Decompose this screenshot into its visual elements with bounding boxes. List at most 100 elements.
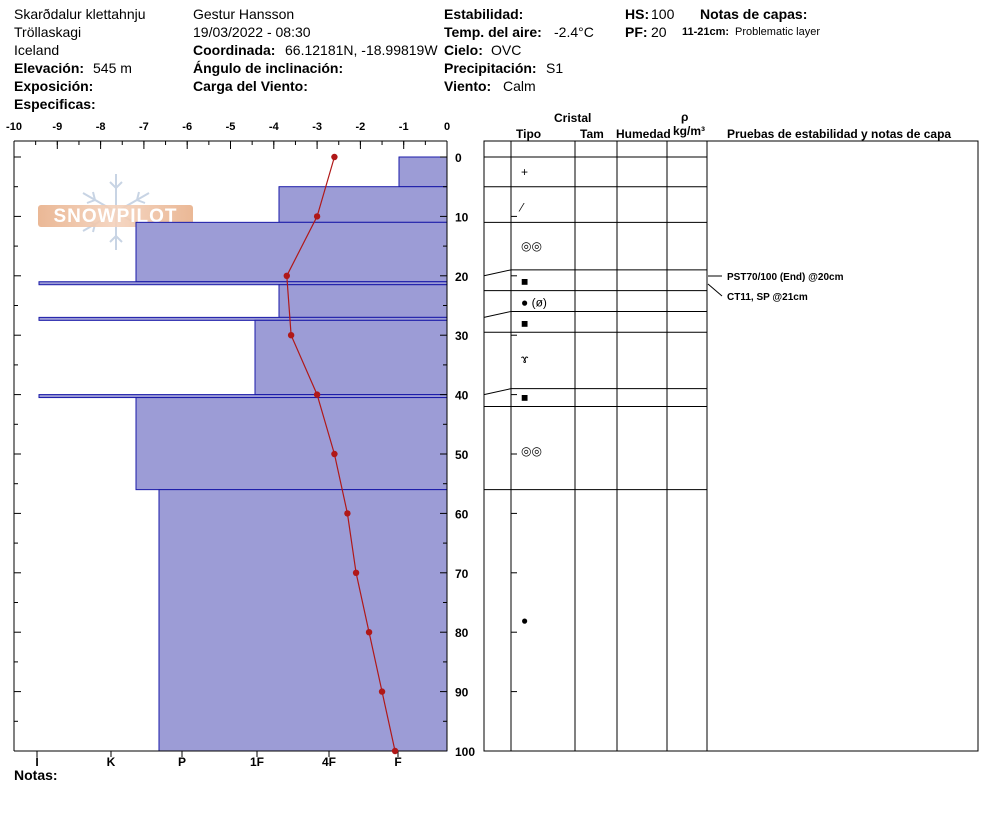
grain-symbol: ■ (521, 275, 528, 289)
temp-tick-label: -9 (52, 121, 62, 133)
col-humedad: Humedad (616, 127, 671, 141)
layer-note-text: Problematic layer (735, 26, 820, 38)
temp-tick-label: -8 (96, 121, 106, 133)
depth-tick-label: 40 (455, 389, 469, 403)
temperature-point (391, 747, 399, 755)
sky-value: OVC (491, 42, 522, 58)
layer-boundary (483, 388, 707, 396)
logo-text: SNOWPILOT (53, 206, 178, 227)
pf-value: 20 (651, 24, 667, 40)
grain-symbol: ⁄ (518, 200, 525, 214)
observer: Gestur Hansson (193, 6, 295, 22)
temp-tick-label: -1 (399, 121, 409, 133)
layer-boundary (483, 310, 707, 318)
pf-label: PF: (625, 24, 648, 40)
col-tam: Tam (580, 127, 604, 141)
col-cristal: Cristal (554, 111, 592, 125)
grain-symbol: ● (ø) (521, 296, 547, 310)
region: Tröllaskagi (14, 24, 82, 40)
hardness-tick-label: 4F (322, 755, 336, 769)
depth-tick-label: 0 (455, 151, 462, 165)
temperature-point (287, 332, 295, 339)
grain-symbol: + (521, 165, 528, 179)
precip-value: S1 (546, 60, 564, 76)
air-temp-label: Temp. del aire: (444, 24, 542, 40)
hardness-layer (398, 156, 448, 188)
depth-tick-label: 60 (455, 507, 469, 521)
grain-symbol: ◎◎ (521, 444, 542, 458)
temp-tick-label: 0 (444, 121, 450, 133)
elevation-value: 545 m (93, 60, 132, 76)
test-pointer (707, 283, 723, 297)
grain-symbol: ● (521, 613, 528, 627)
hardness-layer (254, 319, 448, 396)
hardness-layer (135, 221, 448, 283)
stability-test-label: CT11, SP @21cm (727, 292, 808, 303)
air-temp-value: -2.4°C (554, 24, 594, 40)
hardness-tick-label: P (178, 755, 186, 769)
layer-notes-label: Notas de capas: (700, 6, 808, 22)
hardness-layer (135, 397, 448, 491)
temperature-point (331, 153, 338, 161)
temp-tick-label: -5 (226, 121, 236, 133)
temp-tick-label: -3 (312, 121, 322, 133)
hs-value: 100 (651, 6, 675, 22)
snowpilot-logo: SNOWPILOT (38, 172, 193, 252)
hardness-layer (158, 489, 448, 752)
grain-symbol: ■ (521, 391, 528, 405)
depth-tick-label: 90 (455, 686, 469, 700)
coord-label: Coordinada: (193, 42, 276, 58)
country: Iceland (14, 42, 60, 58)
temp-tick-label: -7 (139, 121, 149, 133)
depth-tick-label: 50 (455, 448, 469, 462)
hardness-tick-label: 1F (250, 755, 264, 769)
layer-boundary (483, 269, 707, 277)
depth-tick-label: 70 (455, 567, 469, 581)
col-density-unit: kg/m³ (673, 124, 706, 138)
temperature-point (378, 688, 386, 695)
slope-label: Ángulo de inclinación: (193, 60, 344, 76)
stability-label: Estabilidad: (444, 6, 524, 22)
temperature-point (331, 450, 338, 458)
location: Skarðdalur klettahnju (14, 6, 146, 22)
col-tipo: Tipo (516, 127, 542, 141)
hardness-tick-label: F (394, 755, 401, 769)
temperature-point (313, 213, 321, 220)
grain-symbol: ɤ (521, 352, 529, 366)
temp-tick-label: -6 (182, 121, 192, 133)
datetime: 19/03/2022 - 08:30 (193, 24, 311, 40)
elevation-label: Elevación: (14, 60, 85, 76)
temp-tick-label: -2 (356, 121, 366, 133)
hardness-layer (278, 284, 448, 318)
hardness-tick-label: I (35, 755, 38, 769)
col-tests: Pruebas de estabilidad y notas de capa (727, 127, 952, 141)
temperature-point (352, 569, 360, 576)
temperature-point (283, 272, 290, 279)
hardness-layer (278, 186, 448, 223)
depth-tick-label: 80 (455, 626, 469, 640)
stability-test-label: PST70/100 (End) @20cm (727, 272, 844, 283)
col-density-symbol: ρ (681, 110, 689, 124)
sky-label: Cielo: (444, 42, 483, 58)
precip-label: Precipitación: (444, 60, 537, 76)
temperature-point (344, 510, 351, 517)
wind-label: Viento: (444, 78, 492, 94)
specifics-label: Especificas: (14, 96, 96, 112)
notes-label: Notas: (14, 767, 58, 783)
coord-value: 66.12181N, -18.99819W (285, 42, 438, 58)
depth-tick-label: 30 (455, 329, 469, 343)
temperature-point (365, 629, 373, 636)
wind-value: Calm (503, 78, 536, 94)
temperature-point (313, 391, 321, 398)
hs-label: HS: (625, 6, 650, 22)
depth-tick-label: 20 (455, 270, 469, 284)
layer-note-range: 11-21cm: (682, 26, 730, 38)
hardness-tick-label: K (107, 755, 116, 769)
wind-load-label: Carga del Viento: (193, 78, 308, 94)
temp-tick-label: -10 (6, 121, 22, 133)
depth-tick-label: 100 (455, 745, 475, 759)
layer-table-frame (483, 140, 979, 752)
grain-symbol: ■ (521, 316, 528, 330)
grain-symbol: ◎◎ (521, 239, 542, 253)
